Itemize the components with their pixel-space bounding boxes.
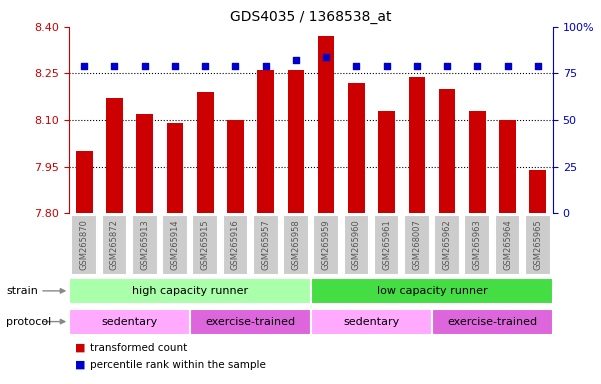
Text: high capacity runner: high capacity runner [132, 286, 248, 296]
Text: GSM265959: GSM265959 [322, 220, 331, 270]
FancyBboxPatch shape [374, 215, 400, 275]
Bar [409, 76, 425, 213]
FancyBboxPatch shape [311, 309, 432, 334]
Text: transformed count: transformed count [90, 343, 188, 353]
Point [79, 63, 89, 69]
Text: percentile rank within the sample: percentile rank within the sample [90, 360, 266, 370]
Text: GSM265914: GSM265914 [171, 220, 180, 270]
Bar [106, 98, 123, 213]
Bar [197, 92, 213, 213]
FancyBboxPatch shape [69, 278, 311, 304]
Bar [136, 114, 153, 213]
Point [382, 63, 391, 69]
FancyBboxPatch shape [435, 215, 460, 275]
Bar [76, 151, 93, 213]
Text: strain: strain [6, 286, 38, 296]
Bar [166, 123, 183, 213]
FancyBboxPatch shape [344, 215, 369, 275]
Point [231, 63, 240, 69]
Text: low capacity runner: low capacity runner [377, 286, 487, 296]
Bar [227, 120, 244, 213]
Text: GSM265872: GSM265872 [110, 219, 119, 270]
Text: sedentary: sedentary [102, 316, 157, 327]
Text: GSM265961: GSM265961 [382, 219, 391, 270]
Text: exercise-trained: exercise-trained [206, 316, 296, 327]
FancyBboxPatch shape [313, 215, 339, 275]
Bar [469, 111, 486, 213]
Bar [257, 70, 274, 213]
Bar [499, 120, 516, 213]
Text: GSM265957: GSM265957 [261, 219, 270, 270]
Text: GSM265916: GSM265916 [231, 219, 240, 270]
FancyBboxPatch shape [222, 215, 248, 275]
FancyBboxPatch shape [311, 278, 553, 304]
Text: GSM265960: GSM265960 [352, 219, 361, 270]
Point [261, 63, 270, 69]
Title: GDS4035 / 1368538_at: GDS4035 / 1368538_at [230, 10, 392, 25]
FancyBboxPatch shape [465, 215, 490, 275]
Point [140, 63, 150, 69]
FancyBboxPatch shape [525, 215, 551, 275]
Text: GSM265964: GSM265964 [503, 219, 512, 270]
Bar [378, 111, 395, 213]
FancyBboxPatch shape [404, 215, 430, 275]
Bar [288, 70, 304, 213]
Bar [348, 83, 365, 213]
Text: exercise-trained: exercise-trained [447, 316, 537, 327]
Point [503, 63, 513, 69]
Text: sedentary: sedentary [343, 316, 400, 327]
Point [472, 63, 482, 69]
Text: GSM265963: GSM265963 [473, 219, 482, 270]
Point [442, 63, 452, 69]
FancyBboxPatch shape [132, 215, 157, 275]
Point [533, 63, 543, 69]
Text: protocol: protocol [6, 316, 51, 327]
Point [322, 54, 331, 60]
Text: GSM265958: GSM265958 [291, 219, 300, 270]
Point [170, 63, 180, 69]
Text: GSM265962: GSM265962 [442, 219, 451, 270]
Point [109, 63, 119, 69]
Text: GSM265913: GSM265913 [140, 219, 149, 270]
FancyBboxPatch shape [192, 215, 218, 275]
Text: GSM265965: GSM265965 [533, 219, 542, 270]
FancyBboxPatch shape [432, 309, 553, 334]
Text: ■: ■ [75, 360, 85, 370]
FancyBboxPatch shape [102, 215, 127, 275]
Point [352, 63, 361, 69]
Text: GSM265915: GSM265915 [201, 220, 210, 270]
FancyBboxPatch shape [162, 215, 188, 275]
FancyBboxPatch shape [69, 309, 190, 334]
Text: ■: ■ [75, 343, 85, 353]
Point [200, 63, 210, 69]
FancyBboxPatch shape [190, 309, 311, 334]
FancyBboxPatch shape [495, 215, 520, 275]
Bar [529, 170, 546, 213]
Text: GSM265870: GSM265870 [80, 219, 89, 270]
FancyBboxPatch shape [72, 215, 97, 275]
Bar [318, 36, 334, 213]
FancyBboxPatch shape [253, 215, 278, 275]
Point [412, 63, 422, 69]
Bar [439, 89, 456, 213]
Point [291, 57, 300, 63]
FancyBboxPatch shape [283, 215, 309, 275]
Text: GSM268007: GSM268007 [412, 219, 421, 270]
